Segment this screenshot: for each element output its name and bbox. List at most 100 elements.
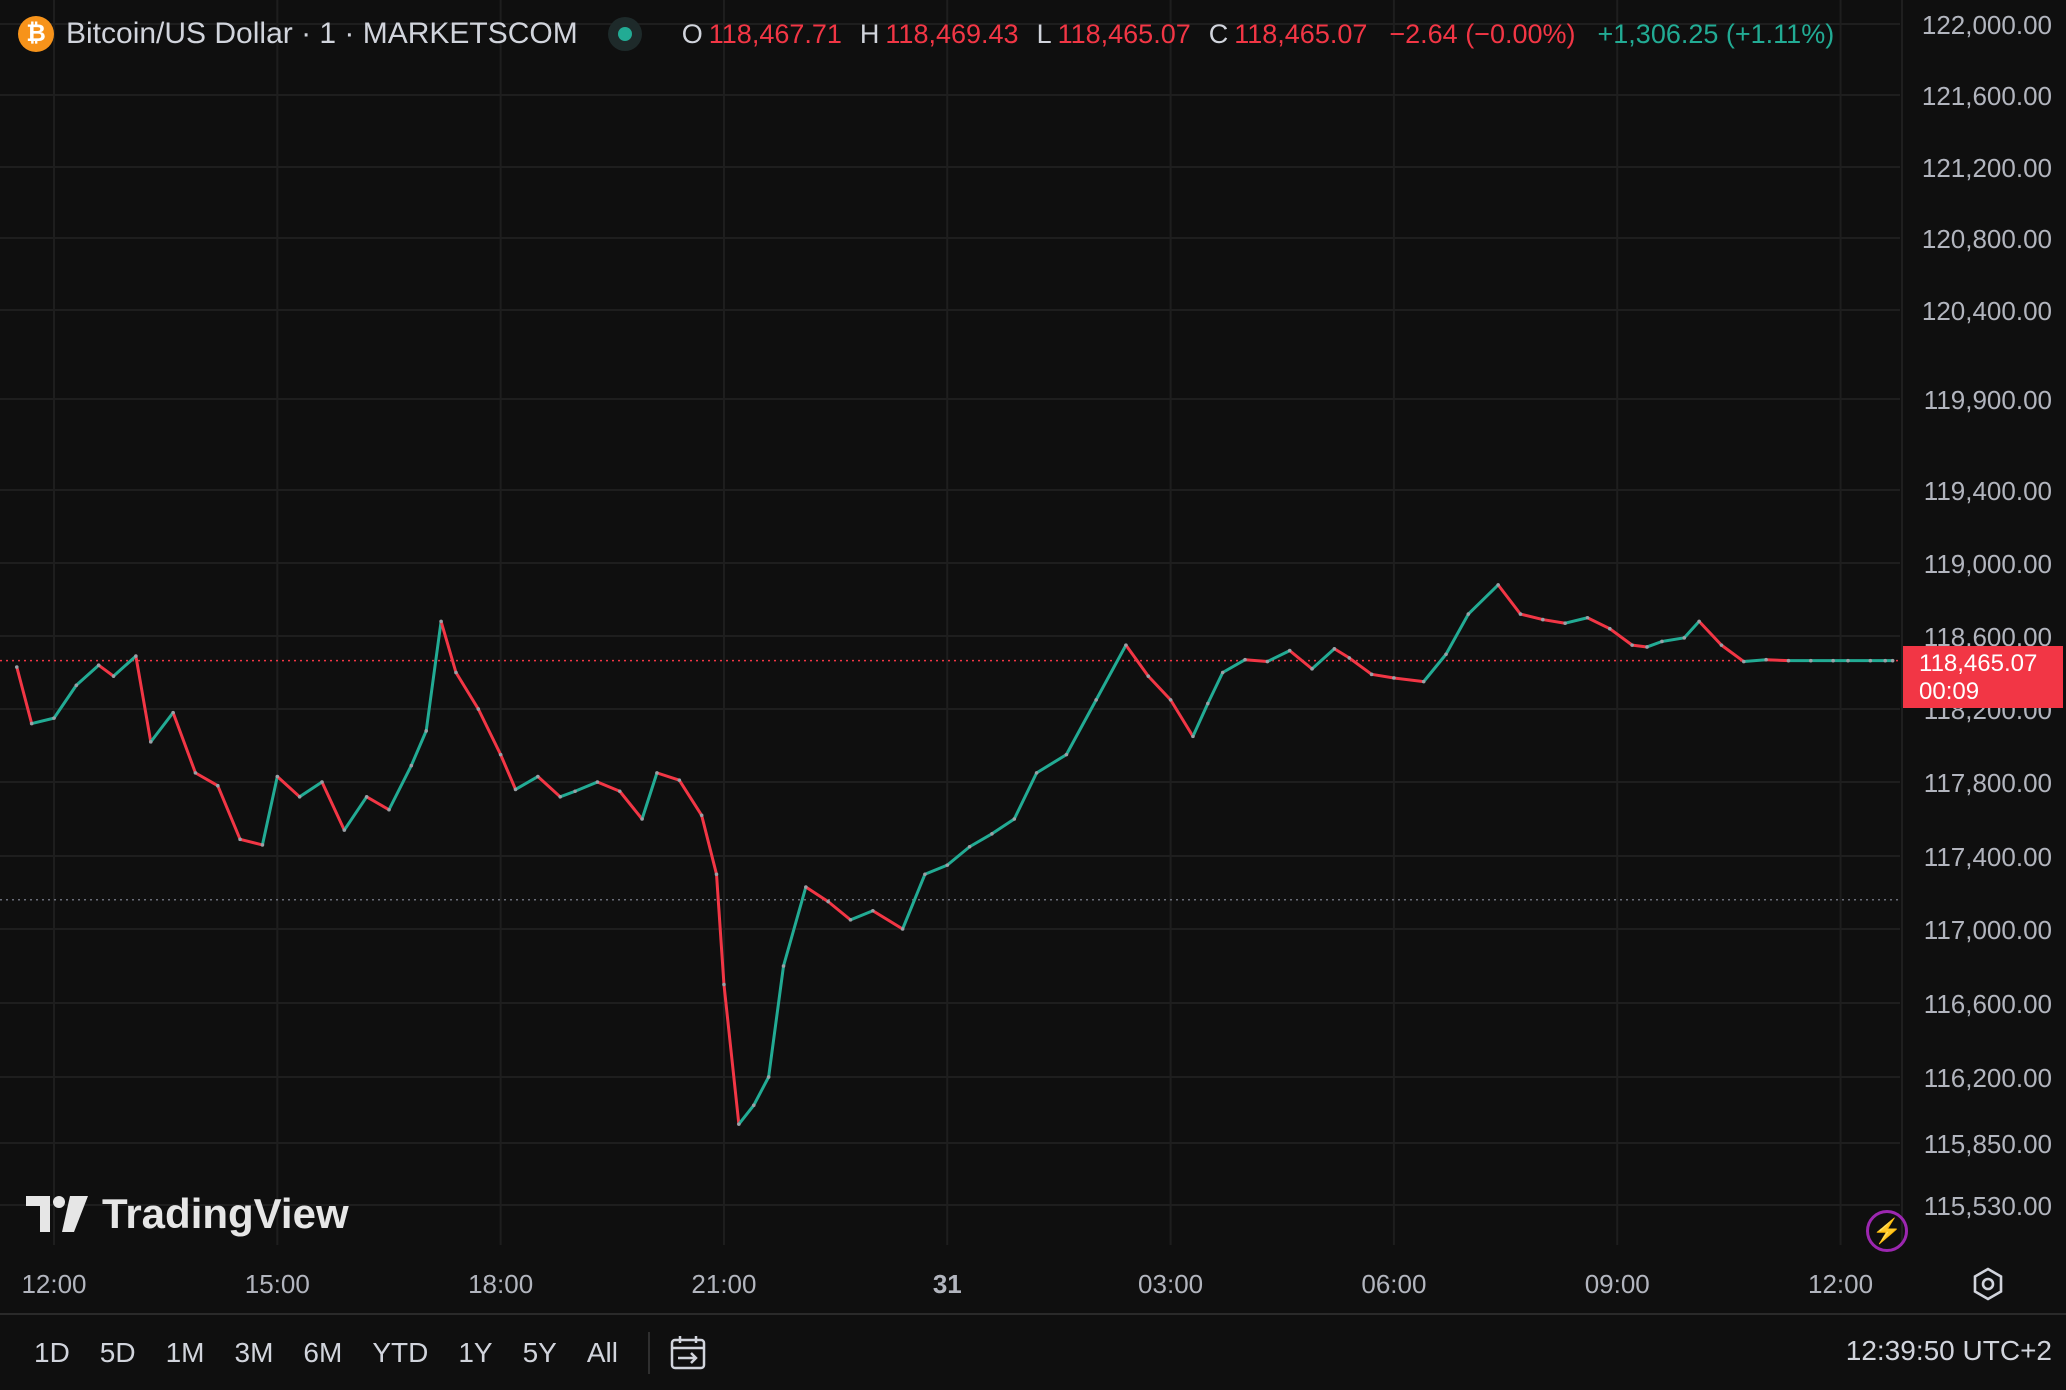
price-point [1034,771,1039,775]
price-candle-segment [260,775,279,847]
x-tick-label: 18:00 [468,1269,533,1299]
price-point [1890,658,1895,663]
price-point [766,1075,771,1079]
y-tick-label: 116,200.00 [1924,1063,2052,1093]
range-6m[interactable]: 6M [303,1336,343,1368]
y-tick-label: 119,400.00 [1924,476,2052,506]
price-candle-segment [1541,618,1567,625]
price-candle-segment [1764,658,1790,663]
price-point [617,789,622,794]
toolbar-divider [647,1331,650,1374]
high-value: 118,469.43 [885,18,1019,49]
range-all[interactable]: All [586,1336,618,1368]
y-tick-label: 122,000.00 [1922,10,2052,40]
price-point [826,899,830,904]
go-to-date-icon[interactable] [668,1333,708,1373]
price-point [134,654,138,658]
price-candle-segment [536,775,562,799]
price-point [1585,615,1590,620]
price-point [1310,667,1314,671]
price-point [1741,659,1746,664]
price-point [595,780,600,784]
price-point [871,908,875,913]
brand-name: TradingView [102,1190,349,1237]
price-point [74,683,79,688]
settings-icon[interactable] [1970,1266,2006,1302]
price-candle-segment [1742,658,1768,664]
y-tick-label: 117,000.00 [1924,915,2052,945]
range-5d[interactable]: 5D [99,1336,136,1368]
price-candle-segment [1221,658,1247,674]
range-3m[interactable]: 3M [234,1336,274,1368]
y-tick-label: 121,600.00 [1922,81,2052,111]
price-candle-segment [365,795,391,812]
x-tick-label: 06:00 [1361,1269,1426,1299]
price-candle-segment [1392,676,1426,684]
range-ytd[interactable]: YTD [372,1336,429,1368]
price-point [640,817,644,821]
price-candle-segment [476,707,503,757]
market-status-icon[interactable] [607,17,642,51]
price-point [804,885,808,889]
close-key: C [1208,18,1229,49]
bottom-toolbar: 1D 5D 1M 3M 6M YTD 1Y 5Y All 12:39:50 UT… [0,1313,2066,1390]
price-point [1012,817,1017,821]
price-point [215,783,220,788]
y-tick-label: 119,900.00 [1924,385,2052,415]
price-candle-segment [1585,616,1612,631]
y-tick-label: 115,530.00 [1924,1191,2052,1221]
open-key: O [681,18,703,49]
price-point [1191,734,1195,739]
price-candle-segment [923,863,949,876]
price-point [655,771,659,775]
price-candle-segment [945,845,972,867]
price-point [1682,636,1687,640]
y-tick-label: 120,400.00 [1922,296,2052,326]
price-point [781,964,786,968]
range-1d[interactable]: 1D [34,1336,70,1368]
price-point [1124,643,1128,647]
lightning-icon[interactable]: ⚡ [1866,1210,1908,1252]
price-candle-segment [97,663,116,678]
price-candle-segment [1719,643,1746,664]
price-point [1883,658,1888,663]
price-candle-segment [722,983,741,1126]
price-point [171,710,175,715]
x-tick-label: 09:00 [1585,1269,1650,1299]
price-candle-segment [1444,612,1470,656]
price-chart[interactable]: 122,000.00 121,600.00 121,200.00 120,800.00… [0,0,2066,1313]
price-candle-segment [640,771,659,821]
price-candle-segment [804,885,830,904]
clock-timezone[interactable]: 12:39:50 UTC+2 [1845,1335,2052,1366]
price-point [1630,643,1634,647]
price-point [737,1122,741,1126]
price-candle-segment [298,780,324,799]
price-point [364,795,369,799]
tradingview-logo[interactable]: TradingView [26,1190,349,1238]
price-point [1786,658,1791,663]
price-candle-segment [990,817,1016,836]
ohlc-values: O 118,467.71 H 118,469.43 L 118,465.07 C… [670,19,1834,50]
price-candle-segment [1682,619,1701,640]
y-tick-label: 119,000.00 [1924,549,2052,579]
range-5y[interactable]: 5Y [522,1336,557,1368]
price-candle-segment [424,619,443,733]
x-tick-label: 15:00 [245,1269,310,1299]
price-candle-segment [1608,627,1634,647]
symbol-title[interactable]: Bitcoin/US Dollar · 1 · MARKETSCOM [66,17,578,50]
price-candle-segment [30,716,56,726]
price-candle-segment [320,780,346,832]
price-point [1265,659,1270,664]
price-point [439,619,443,624]
x-tick-label: 12:00 [21,1269,86,1299]
price-candle-segment [216,784,242,841]
price-point [454,670,458,675]
range-1y[interactable]: 1Y [458,1336,493,1368]
range-1m[interactable]: 1M [165,1336,205,1368]
price-point [1220,670,1225,675]
price-candle-segment [1146,674,1173,702]
price-point [1808,658,1813,663]
high-key: H [859,18,880,49]
price-candle-segment [387,764,413,812]
price-candle-segment [149,711,175,744]
